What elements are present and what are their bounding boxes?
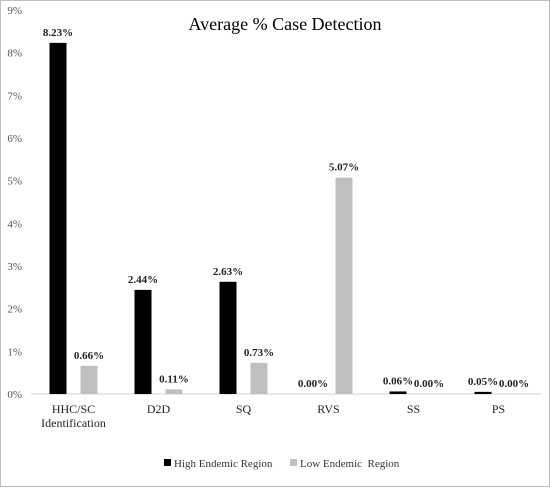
y-tick-label: 3% <box>7 261 22 273</box>
bar-data-label: 0.73% <box>244 347 274 359</box>
x-tick-label: PS <box>492 402 505 416</box>
y-tick-label: 2% <box>7 304 22 316</box>
chart-title: Average % Case Detection <box>188 14 381 34</box>
y-tick-label: 8% <box>7 48 22 60</box>
bar-high-endemic <box>134 289 152 394</box>
bar-high-endemic <box>389 391 407 394</box>
legend-label: Low Endemic Region <box>300 458 400 470</box>
bar-data-label: 0.06% <box>383 375 413 387</box>
bar-data-label: 0.00% <box>298 378 328 390</box>
data-labels: 8.23% 0.66% 2.44% 0.11% 2.63% 0.73% 0.00% 5.07%… <box>43 27 529 390</box>
x-axis: HHC/SC Identification D2D SQ RVS SS PS <box>31 393 541 430</box>
y-tick-label: 0% <box>7 389 22 401</box>
bar-data-label: 0.00% <box>499 378 529 390</box>
bar-data-label: 0.11% <box>159 373 189 385</box>
legend-label: High Endemic Region <box>174 458 273 470</box>
legend-swatch <box>164 459 171 466</box>
x-tick-label: RVS <box>317 402 339 416</box>
bar-low-endemic <box>80 365 98 394</box>
y-tick-label: 4% <box>7 218 22 230</box>
bar-data-label: 5.07% <box>329 162 359 174</box>
bar-low-endemic <box>335 177 353 394</box>
y-tick-label: 6% <box>7 133 22 145</box>
bar-high-endemic <box>474 391 492 394</box>
legend-swatch <box>290 459 297 466</box>
y-axis: 0% 1% 2% 3% 4% 5% 6% 7% 8% 9% <box>7 5 22 401</box>
x-tick-label: D2D <box>147 402 171 416</box>
y-tick-label: 1% <box>7 346 22 358</box>
bar-data-label: 0.66% <box>74 350 104 362</box>
bar-low-endemic <box>250 362 268 394</box>
x-tick-label: SS <box>407 402 420 416</box>
bar-data-label: 2.44% <box>128 274 158 286</box>
x-tick-label: HHC/SC Identification <box>41 402 106 430</box>
bar-data-label: 2.63% <box>213 266 243 278</box>
legend: High Endemic Region Low Endemic Region <box>164 458 400 470</box>
bar-data-label: 0.00% <box>414 378 444 390</box>
bar-low-endemic <box>165 389 183 394</box>
y-tick-label: 5% <box>7 176 22 188</box>
bar-data-label: 0.05% <box>468 376 498 388</box>
bar-high-endemic <box>219 281 237 394</box>
x-tick-label: SQ <box>236 402 252 416</box>
bar-high-endemic <box>49 42 67 394</box>
y-tick-label: 9% <box>7 5 22 17</box>
bar-data-label: 8.23% <box>43 27 73 39</box>
y-tick-label: 7% <box>7 90 22 102</box>
bars <box>49 42 492 394</box>
